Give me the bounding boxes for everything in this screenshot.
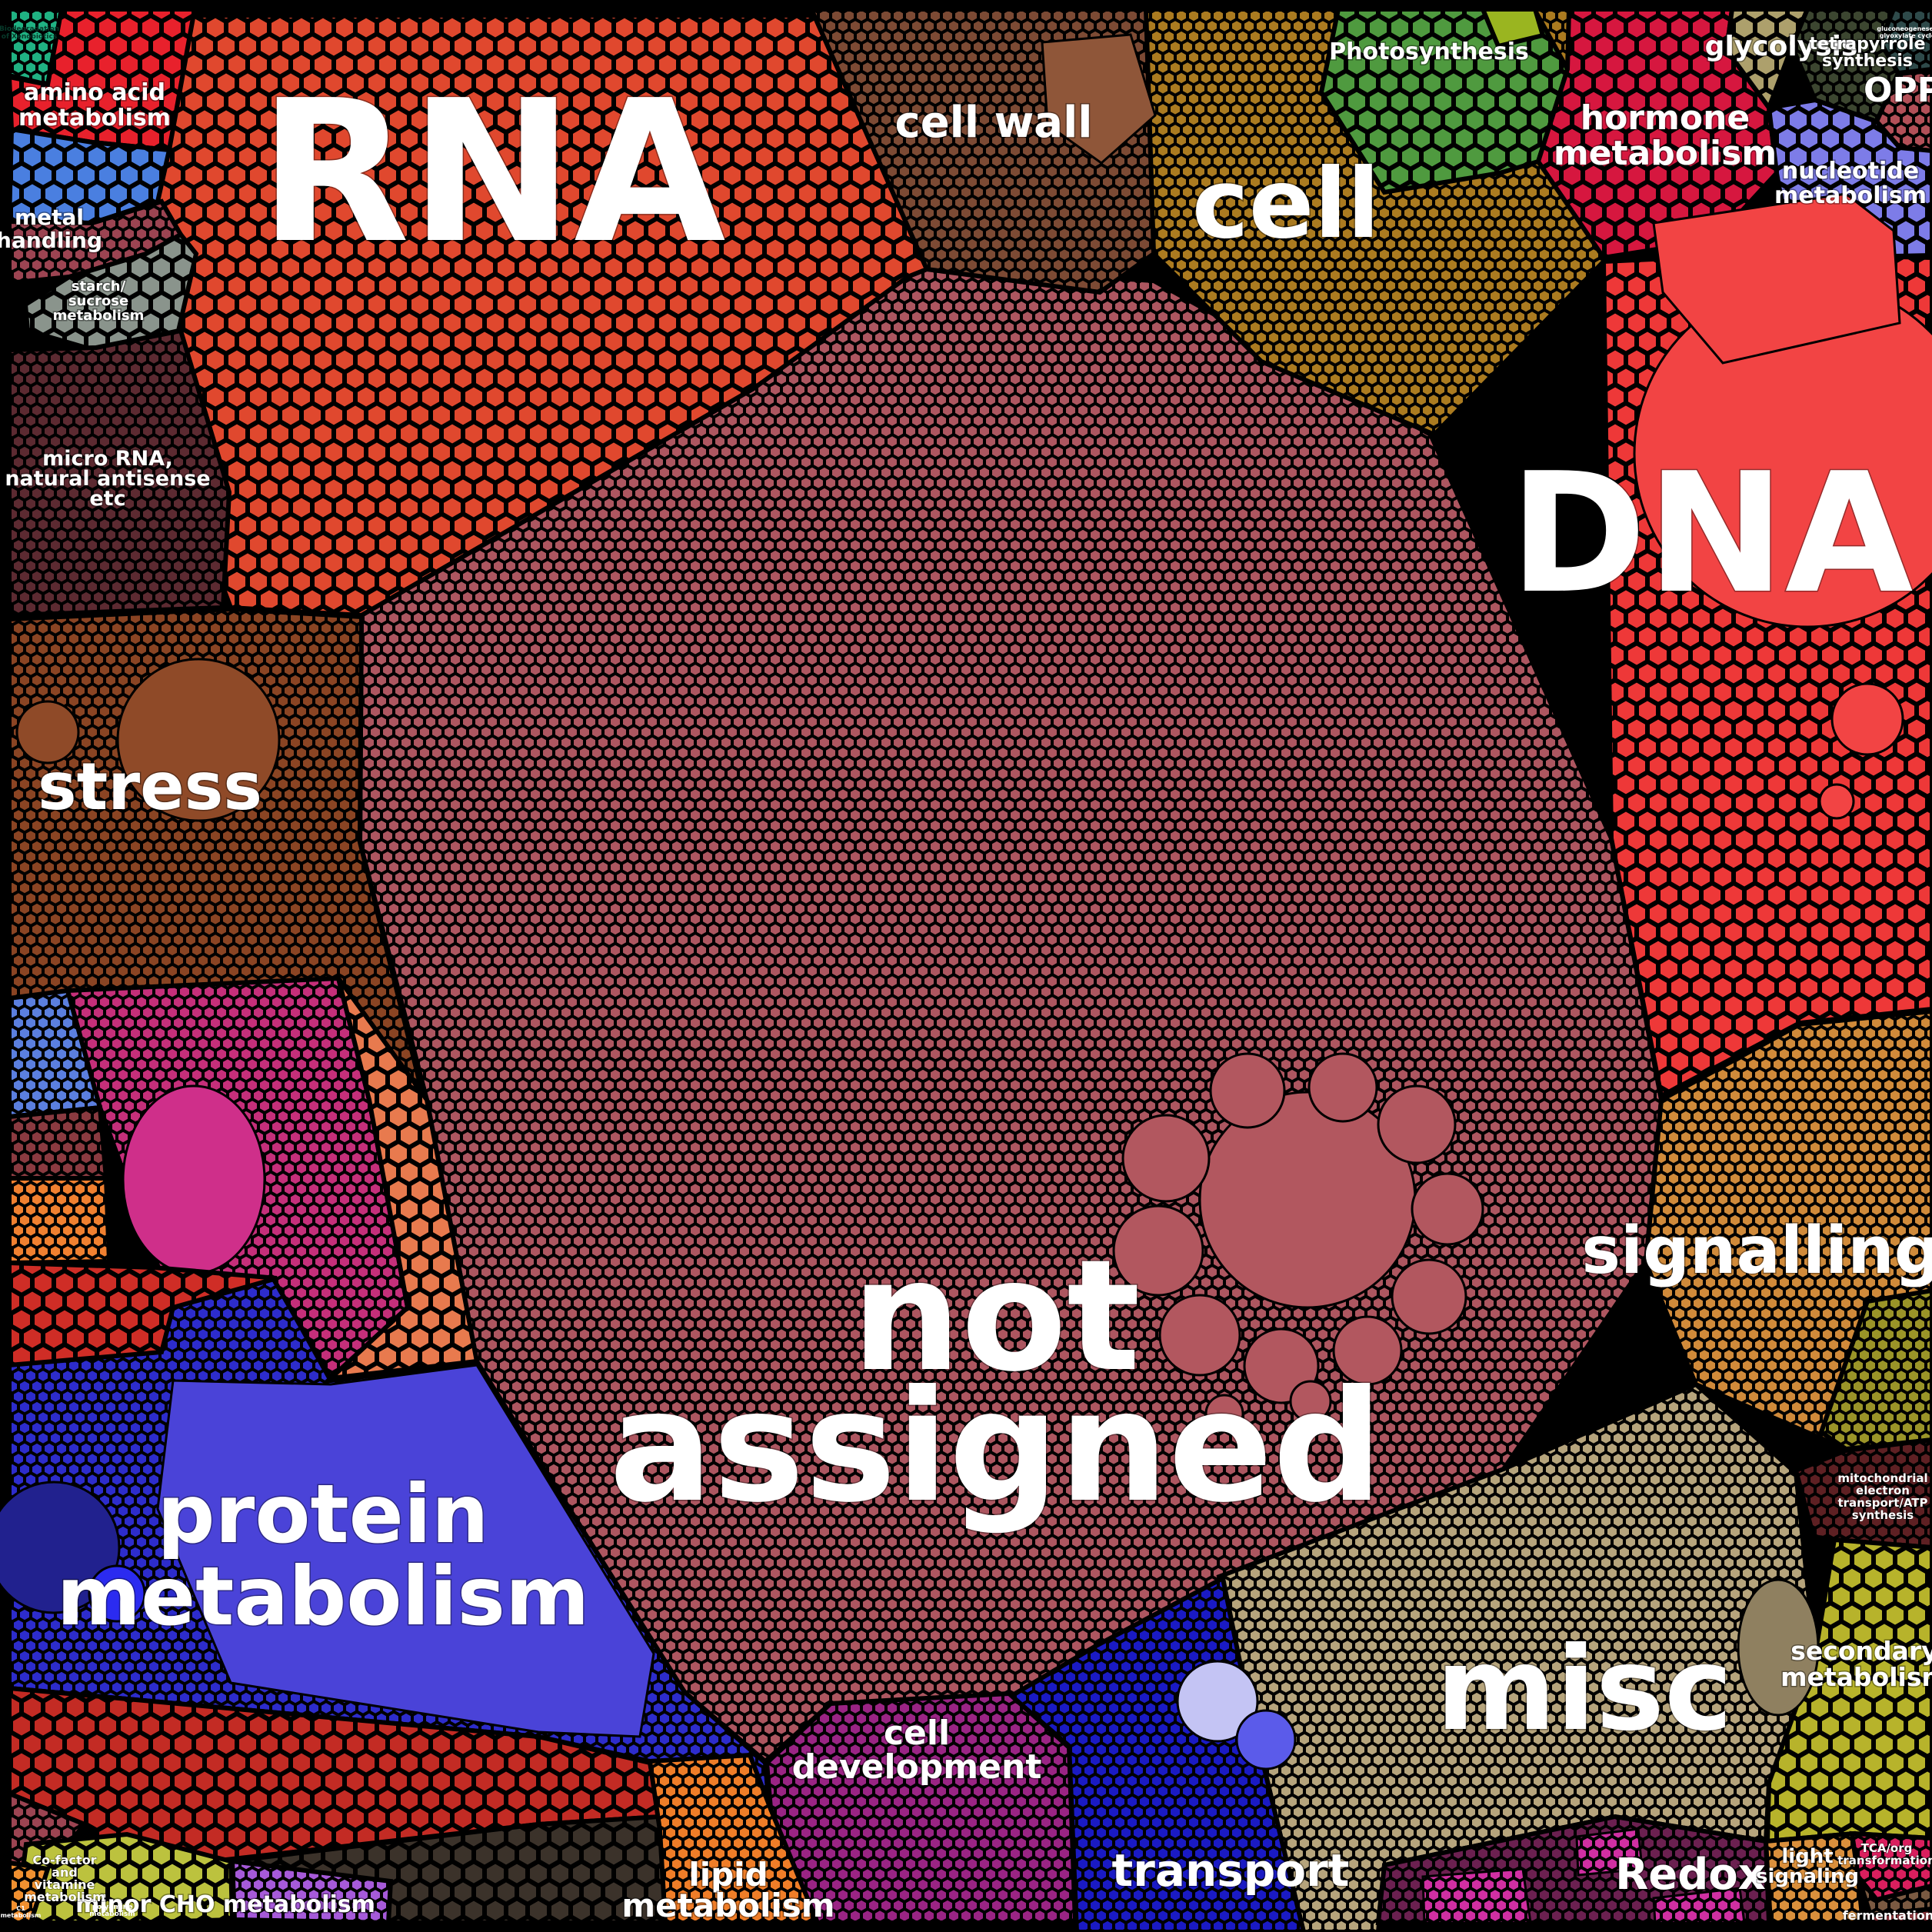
- label-starch-line2: sucrose: [68, 293, 128, 309]
- label-fermentation: fermentation: [1843, 1908, 1932, 1923]
- label-polyamine-line1: polyamine: [92, 1904, 133, 1911]
- label-cofactor-line3: vitamine: [35, 1877, 95, 1892]
- center-blob-ring: [1121, 1114, 1211, 1203]
- label-lipid-line1: lipid: [688, 1856, 768, 1894]
- label-development-line2: development: [792, 1747, 1042, 1787]
- label-polyamine-line2: metabolism: [89, 1910, 135, 1918]
- label-starch-line1: starch/: [72, 278, 126, 295]
- label-gluconeogenese-line2: glyoxylate cycle: [1880, 32, 1932, 39]
- label-micro-rna-line2: natural antisense: [5, 467, 210, 491]
- label-c1-line1: C1: [16, 1905, 25, 1912]
- label-cofactor-line1: Co-factor: [32, 1853, 96, 1867]
- redox-magenta-patch-1: [1421, 1867, 1532, 1924]
- label-development-line1: cell: [884, 1714, 950, 1753]
- center-blob-ring: [1158, 1294, 1241, 1377]
- label-nucleotide-line2: metabolism: [1774, 182, 1927, 209]
- center-blob-ring: [1209, 1052, 1286, 1129]
- label-signalling: signalling: [1581, 1213, 1932, 1289]
- protein-bright-circle: [88, 1564, 146, 1623]
- label-dna: DNA: [1510, 437, 1914, 630]
- label-hormone-line2: metabolism: [1554, 134, 1777, 173]
- protein-blob: [156, 1364, 655, 1738]
- stress-blobs: [15, 658, 281, 822]
- region-left-filler[interactable]: [7, 1104, 109, 1181]
- center-blob-ring: [1411, 1172, 1484, 1246]
- label-minor-cho: minor CHO metabolism: [75, 1891, 375, 1918]
- label-gluconeogenese-line1: gluconeogenese /: [1877, 25, 1932, 32]
- protein-blobs: [0, 1364, 655, 1738]
- label-protein-line2: metabolism: [57, 1550, 590, 1644]
- center-blob-ring: [1377, 1084, 1457, 1164]
- label-cofactor-line4: metabolism: [24, 1890, 105, 1904]
- label-light-signaling-line2: signaling: [1756, 1865, 1859, 1888]
- label-c1-line2: metabolism: [1, 1912, 42, 1919]
- label-cofactor-line2: and: [52, 1865, 78, 1880]
- protein-navy-circle: [0, 1481, 121, 1614]
- label-cell: cell: [1192, 148, 1381, 260]
- label-secondary-line1: secondary: [1790, 1636, 1932, 1666]
- center-blob-ring: [1204, 1394, 1244, 1434]
- left-filler-shape[interactable]: [7, 1104, 109, 1181]
- orange-strip-shape[interactable]: [7, 1176, 112, 1266]
- cell-wall-blob: [1041, 33, 1157, 165]
- center-blob-ring: [1307, 1052, 1378, 1123]
- label-micro-rna-line3: etc: [89, 487, 125, 511]
- misc-dark-oval: [1737, 1578, 1820, 1717]
- label-stress: stress: [38, 749, 262, 825]
- label-mito-line1: mitochondrial: [1837, 1471, 1927, 1485]
- label-tca-line1: TCA/org: [1861, 1841, 1913, 1855]
- label-tetrapyrrole-line2: synthesis: [1822, 52, 1913, 71]
- label-mito-line2: electron: [1856, 1484, 1910, 1497]
- label-not-assigned-line2: assigned: [609, 1357, 1383, 1537]
- label-nucleotide-line1: nucleotide: [1782, 158, 1919, 185]
- dna-blob-tiny: [1818, 783, 1855, 820]
- stress-blob-large: [116, 658, 281, 822]
- label-starch-line3: metabolism: [53, 308, 145, 324]
- label-protein-line1: protein: [157, 1467, 488, 1561]
- label-biodegradation-line2: of Xenobiotics: [2, 33, 57, 41]
- transport-blobs: [1176, 1660, 1297, 1770]
- label-glycolysis: glycolysis: [1705, 31, 1858, 62]
- label-light-signaling-line1: light: [1781, 1845, 1833, 1868]
- label-hormone-line1: hormone: [1581, 98, 1750, 138]
- label-misc: misc: [1436, 1623, 1733, 1757]
- transport-lavender-blob: [1176, 1660, 1259, 1743]
- label-metal-line2: handling: [0, 228, 102, 253]
- label-lipid-line2: metabolism: [621, 1887, 834, 1924]
- dna-blob-small: [1830, 682, 1904, 756]
- label-mito-line4: synthesis: [1852, 1508, 1914, 1522]
- label-rna: RNA: [258, 58, 725, 287]
- label-micro-rna-line1: micro RNA,: [42, 447, 173, 471]
- label-not-assigned-line1: not: [851, 1227, 1140, 1406]
- dna-blob-bar: [1652, 192, 1901, 365]
- label-cell-wall: cell wall: [895, 98, 1093, 148]
- label-photosynthesis: Photosynthesis: [1329, 38, 1529, 65]
- center-blob-ring: [1332, 1315, 1403, 1386]
- label-transport: transport: [1112, 1844, 1350, 1897]
- label-biodegradation-line1: Biodegradation: [0, 25, 59, 33]
- center-blob-ring: [1112, 1204, 1204, 1297]
- label-metal-line1: metal: [15, 205, 84, 230]
- label-amino-line1: amino acid: [24, 79, 165, 106]
- label-tetrapyrrole-line1: tetrapyrrole: [1809, 35, 1925, 54]
- dna-blobs: [1633, 192, 1932, 820]
- magenta-ellipse: [122, 1084, 266, 1275]
- stress-blob-small: [15, 700, 80, 764]
- label-mito-line3: transport/ATP: [1837, 1496, 1927, 1510]
- center-blob-ring: [1289, 1380, 1332, 1423]
- label-redox: Redox: [1615, 1850, 1766, 1900]
- center-blob-ring: [1391, 1258, 1467, 1335]
- label-tca-line2: transformation: [1837, 1854, 1932, 1867]
- region-orange-strip[interactable]: [7, 1176, 112, 1266]
- transport-blueviolet-blob: [1235, 1709, 1297, 1770]
- label-secondary-line2: metabolism: [1780, 1662, 1932, 1692]
- label-amino-line2: metabolism: [18, 105, 171, 132]
- not-assigned-blob-cluster: [1112, 1052, 1484, 1434]
- label-opp: OPP: [1864, 71, 1932, 110]
